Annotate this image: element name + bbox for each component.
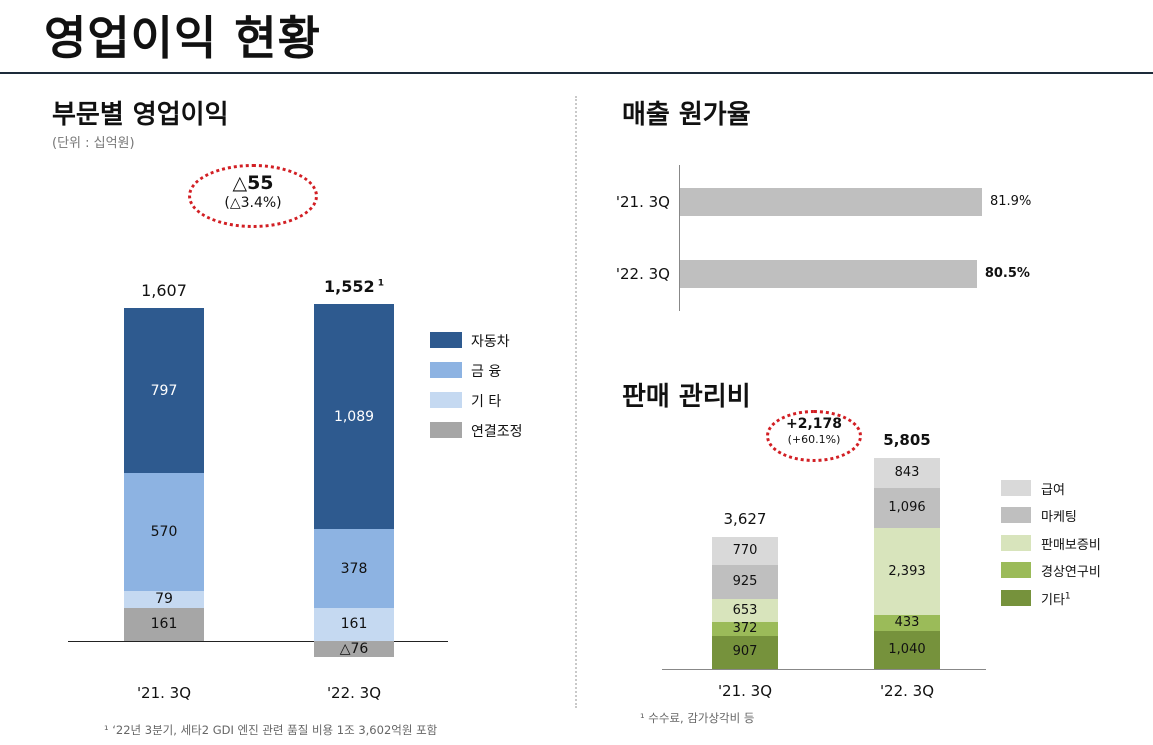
sga-bar-label-판매보증비-1: 2,393 <box>888 563 926 579</box>
legend-swatch-자동차 <box>430 332 462 348</box>
bar-연결조정-1 <box>314 641 394 657</box>
sga-bar-label-경상연구비-1: 433 <box>894 615 920 631</box>
sga-bar-label-마케팅-0: 925 <box>732 573 758 589</box>
left-footnote: ¹ ‘22년 3분기, 세타2 GDI 엔진 관련 품질 비용 1조 3,602… <box>104 723 438 737</box>
sga-legend-swatch-기타 <box>1001 590 1031 606</box>
cost-bar-0 <box>680 188 982 216</box>
sga-legend-swatch-마케팅 <box>1001 507 1031 523</box>
sga-legend-label-경상연구비: 경상연구비 <box>1041 565 1101 580</box>
baseline <box>68 641 448 642</box>
sga-bar-경상연구비-1 <box>874 615 940 632</box>
legend-label-기타: 기 타 <box>471 394 502 410</box>
right-footnote: ¹ 수수료, 감가상각비 등 <box>640 711 755 725</box>
bar-label-연결조정-1: △76 <box>339 640 369 657</box>
title-divider <box>0 72 1153 74</box>
sga-bar-label-기타-0: 907 <box>732 644 758 660</box>
sga-bar-label-마케팅-1: 1,096 <box>888 500 926 516</box>
section-divider <box>575 96 577 708</box>
legend-label-연결조정: 연결조정 <box>471 424 523 440</box>
sga-x-tick-0: '21. 3Q <box>717 682 773 700</box>
total-note-marker: 1 <box>374 278 384 289</box>
sga-bar-경상연구비-0 <box>712 622 778 636</box>
bar-금융-1 <box>314 529 394 608</box>
x-tick-1: '22. 3Q <box>326 684 382 702</box>
bar-label-연결조정-0: 161 <box>150 616 178 633</box>
sga-legend-label-기타: 기타1 <box>1041 591 1071 608</box>
cost-value-1: 80.5% <box>984 266 1030 281</box>
sga-bar-판매보증비-0 <box>712 598 778 623</box>
sga-bar-마케팅-1 <box>874 488 940 529</box>
cost-value-0: 81.9% <box>990 194 1032 209</box>
legend-label-금융: 금 융 <box>471 364 502 380</box>
sga-heading: 판매 관리비 <box>622 382 751 412</box>
cost-category-0: '21. 3Q <box>615 193 670 211</box>
change-oval: △55 (△3.4%) <box>188 164 318 228</box>
bar-기타-0 <box>124 591 204 608</box>
bar-금융-0 <box>124 473 204 592</box>
sga-legend-swatch-판매보증비 <box>1001 535 1031 551</box>
sga-bar-급여-0 <box>712 536 778 565</box>
legend-swatch-연결조정 <box>430 422 462 438</box>
x-tick-0: '21. 3Q <box>136 684 192 702</box>
sga-legend-label-급여: 급여 <box>1041 483 1065 498</box>
legend-swatch-금융 <box>430 362 462 378</box>
sga-change-oval: +2,178 (+60.1%) <box>766 410 862 462</box>
sga-legend-label-마케팅: 마케팅 <box>1041 510 1077 525</box>
sga-total-1: 5,805 <box>883 430 931 449</box>
sga-bar-마케팅-0 <box>712 564 778 599</box>
bar-연결조정-0 <box>124 607 204 641</box>
page-title: 영업이익 현황 <box>44 11 321 65</box>
sga-total-0: 3,627 <box>723 509 767 528</box>
change-value: △55 <box>232 172 274 194</box>
unit-label: (단위 : 십억원) <box>52 136 135 151</box>
bar-label-자동차-0: 797 <box>150 382 178 399</box>
cost-category-1: '22. 3Q <box>615 265 670 283</box>
legend-note-marker: 1 <box>1064 591 1071 602</box>
bar-기타-1 <box>314 607 394 641</box>
sga-baseline <box>662 669 986 670</box>
change-pct: (△3.4%) <box>224 195 282 211</box>
sga-bar-기타-1 <box>874 631 940 669</box>
cost-ratio-heading: 매출 원가율 <box>622 100 751 130</box>
sga-legend-swatch-경상연구비 <box>1001 562 1031 578</box>
sga-change-pct: (+60.1%) <box>787 433 841 446</box>
sga-bar-label-급여-0: 770 <box>732 542 758 558</box>
sga-bar-label-급여-1: 843 <box>894 464 920 480</box>
sga-legend-label-판매보증비: 판매보증비 <box>1041 538 1101 553</box>
sga-change-value: +2,178 <box>785 416 842 432</box>
sga-bar-급여-1 <box>874 457 940 489</box>
legend-swatch-기타 <box>430 392 462 408</box>
sga-bar-label-기타-1: 1,040 <box>888 642 926 658</box>
legend-label-자동차: 자동차 <box>471 334 510 350</box>
bar-자동차-0 <box>124 308 204 474</box>
bar-label-자동차-1: 1,089 <box>333 408 375 425</box>
sga-bar-label-경상연구비-0: 372 <box>732 621 758 637</box>
bar-자동차-1 <box>314 303 394 530</box>
sga-bar-label-판매보증비-0: 653 <box>732 602 758 618</box>
bar-label-기타-1: 161 <box>340 616 368 633</box>
total-label-0: 1,607 <box>141 281 187 301</box>
sga-bar-기타-0 <box>712 635 778 669</box>
sga-bar-판매보증비-1 <box>874 528 940 616</box>
total-label-1: 1,552 1 <box>323 276 384 296</box>
bar-label-기타-0: 79 <box>155 591 173 608</box>
op-profit-heading: 부문별 영업이익 <box>52 100 229 130</box>
sga-x-tick-1: '22. 3Q <box>879 682 935 700</box>
sga-legend-swatch-급여 <box>1001 480 1031 496</box>
bar-label-금융-0: 570 <box>150 524 178 541</box>
cost-bar-1 <box>680 260 977 288</box>
bar-label-금융-1: 378 <box>340 560 368 577</box>
cost-axis-line <box>679 165 680 311</box>
